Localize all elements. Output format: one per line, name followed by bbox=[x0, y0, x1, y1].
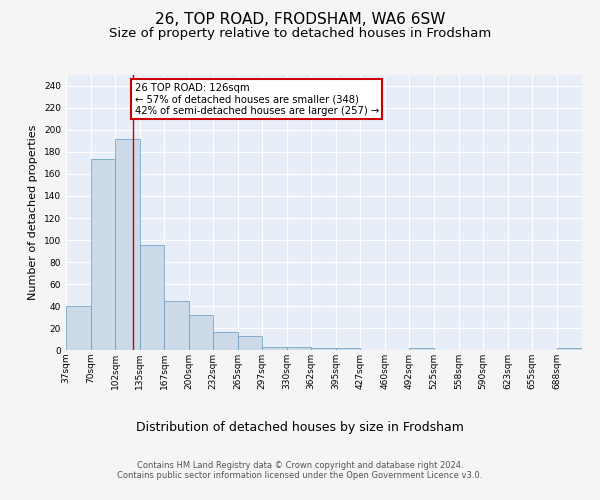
Text: Distribution of detached houses by size in Frodsham: Distribution of detached houses by size … bbox=[136, 421, 464, 434]
Bar bbox=[287, 346, 311, 350]
Bar bbox=[238, 336, 262, 350]
Bar bbox=[140, 246, 164, 350]
Text: 26, TOP ROAD, FRODSHAM, WA6 6SW: 26, TOP ROAD, FRODSHAM, WA6 6SW bbox=[155, 12, 445, 28]
Bar bbox=[409, 348, 434, 350]
Text: Contains HM Land Registry data © Crown copyright and database right 2024.
Contai: Contains HM Land Registry data © Crown c… bbox=[118, 460, 482, 480]
Bar bbox=[557, 348, 582, 350]
Bar bbox=[262, 346, 287, 350]
Bar bbox=[66, 306, 91, 350]
Bar bbox=[213, 332, 238, 350]
Text: Size of property relative to detached houses in Frodsham: Size of property relative to detached ho… bbox=[109, 28, 491, 40]
Bar bbox=[336, 348, 360, 350]
Bar bbox=[91, 158, 115, 350]
Bar bbox=[164, 300, 189, 350]
Y-axis label: Number of detached properties: Number of detached properties bbox=[28, 125, 38, 300]
Bar bbox=[115, 139, 140, 350]
Bar bbox=[311, 348, 336, 350]
Text: 26 TOP ROAD: 126sqm
← 57% of detached houses are smaller (348)
42% of semi-detac: 26 TOP ROAD: 126sqm ← 57% of detached ho… bbox=[134, 82, 379, 116]
Bar bbox=[189, 315, 213, 350]
